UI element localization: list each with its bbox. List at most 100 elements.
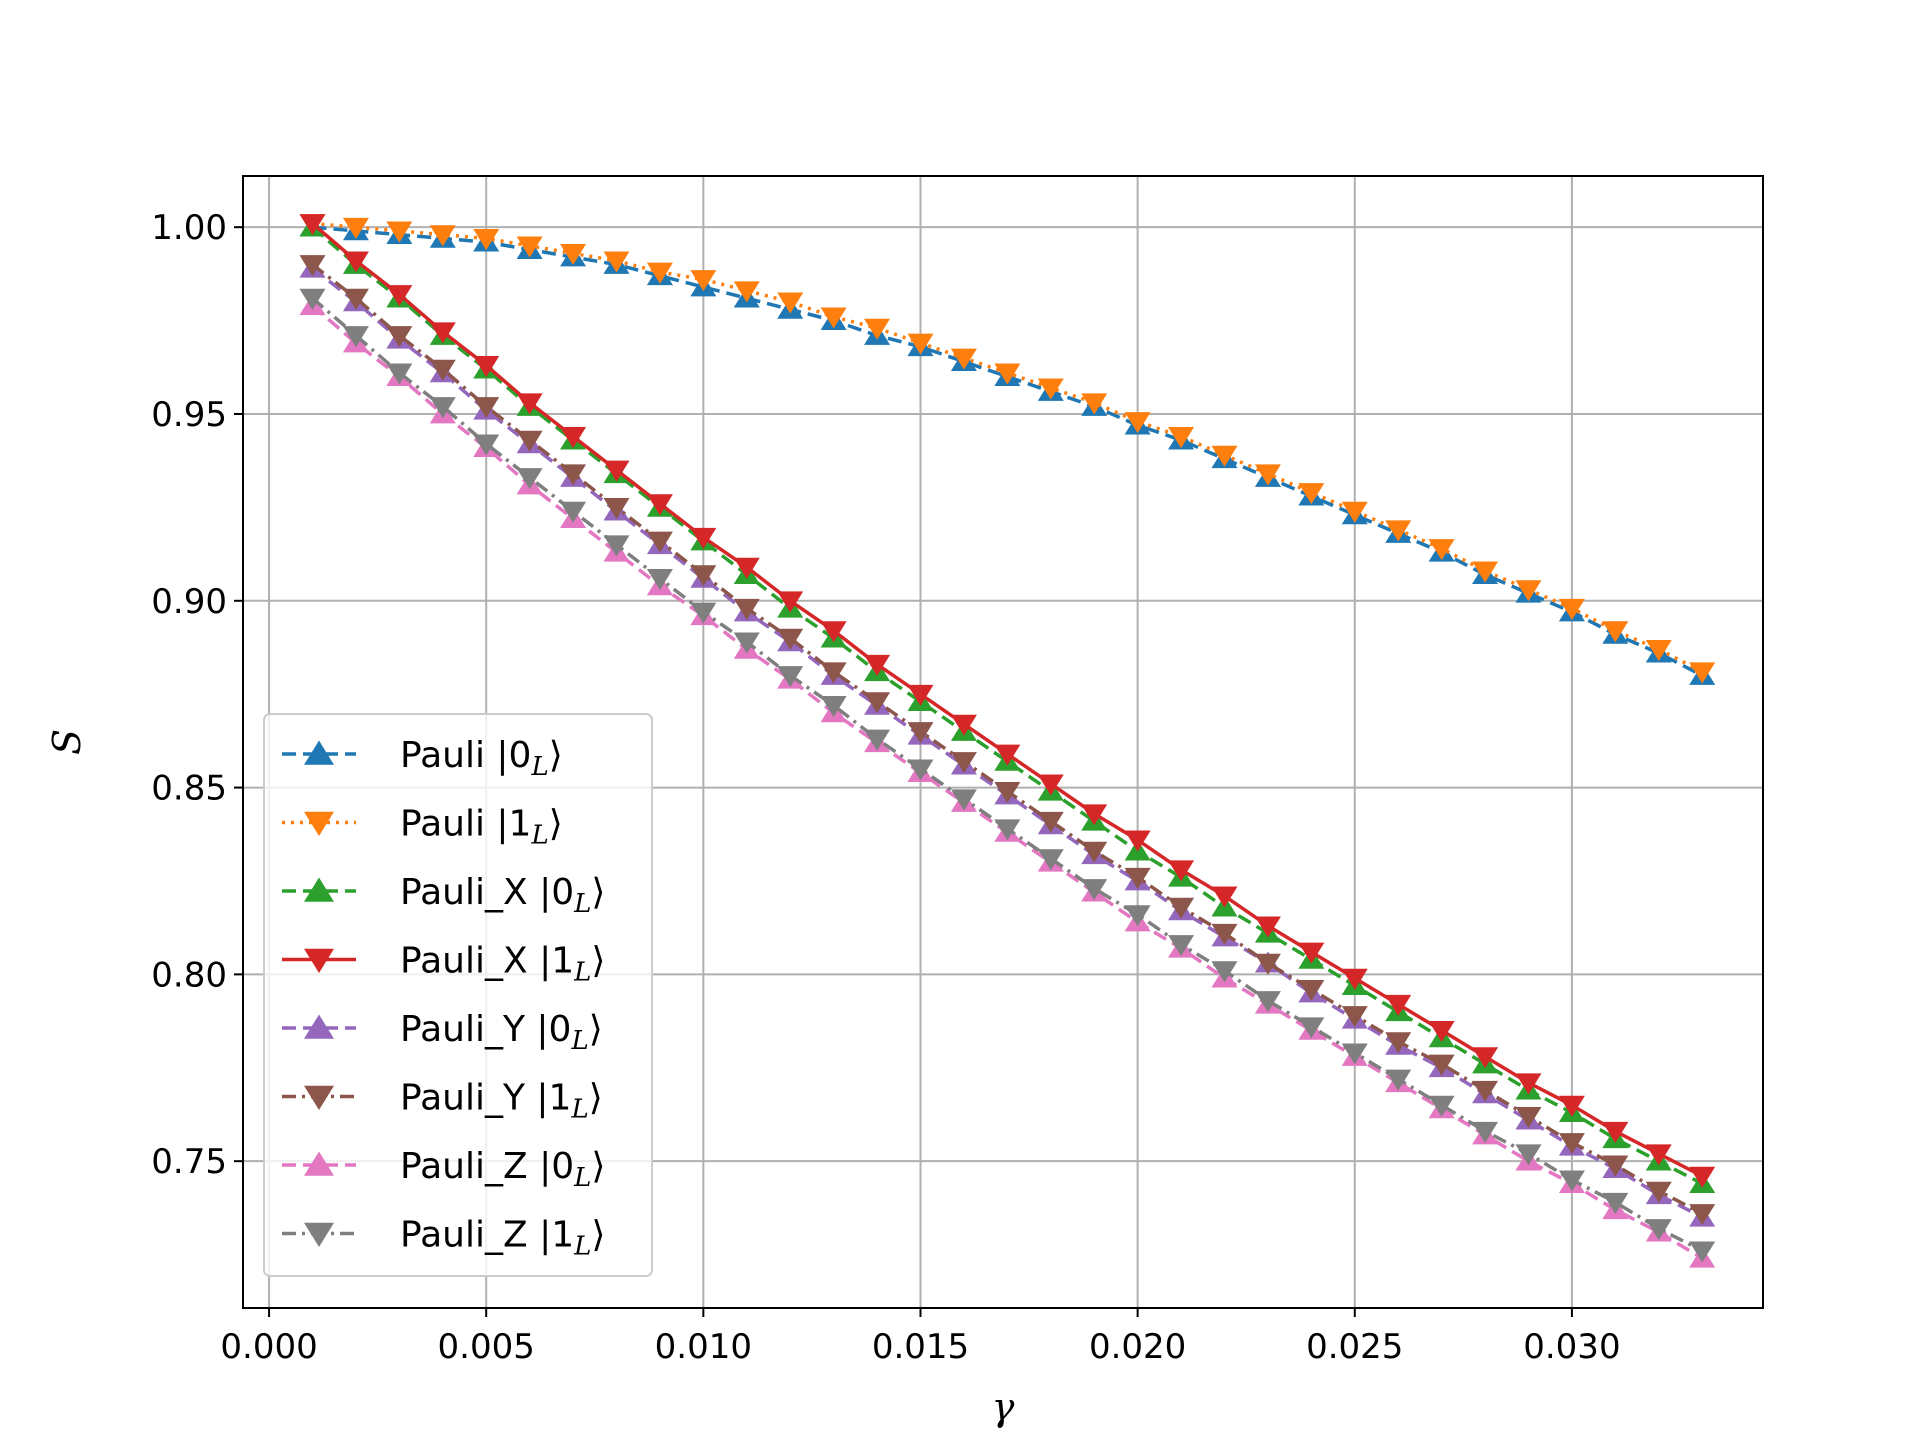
legend-entry: Pauli |0L⟩ — [282, 735, 563, 782]
data-point — [1558, 1095, 1585, 1117]
legend: Pauli |0L⟩ Pauli |1L⟩ Pauli_X |0L⟩ Pauli_X … — [263, 713, 653, 1277]
y-tick-label: 0.85 — [151, 769, 227, 809]
data-point — [1645, 1144, 1672, 1166]
data-point — [733, 281, 760, 303]
data-point — [1298, 1017, 1325, 1039]
data-point — [1385, 520, 1412, 542]
data-point — [1385, 1032, 1412, 1054]
legend-marker — [304, 877, 334, 902]
data-point — [603, 498, 630, 520]
data-point — [1298, 942, 1325, 964]
data-point — [1385, 1069, 1412, 1091]
data-point — [907, 333, 934, 355]
x-tick-label: 0.020 — [1089, 1327, 1186, 1367]
data-point — [1341, 501, 1368, 523]
series-4 — [299, 214, 1716, 1188]
data-point — [560, 464, 587, 486]
data-point — [1124, 905, 1151, 927]
legend-marker — [304, 948, 334, 973]
data-point — [777, 666, 804, 688]
data-point — [820, 621, 847, 643]
data-point — [1472, 561, 1499, 583]
data-point — [733, 557, 760, 579]
legend-marker — [304, 1085, 334, 1110]
legend-label: Pauli_Y |0L⟩ — [400, 1009, 603, 1056]
series-6 — [299, 255, 1716, 1226]
data-point — [1168, 935, 1195, 957]
x-tick-label: 0.010 — [655, 1327, 752, 1367]
data-point — [342, 251, 369, 273]
data-point — [994, 781, 1021, 804]
data-series — [299, 214, 1716, 1268]
data-point — [1037, 378, 1064, 400]
data-point — [1602, 1121, 1629, 1143]
data-point — [864, 318, 891, 340]
data-point — [950, 789, 977, 811]
data-point — [516, 468, 543, 490]
data-point — [820, 307, 847, 329]
data-point — [299, 214, 326, 236]
data-point — [646, 262, 673, 284]
data-point — [777, 591, 804, 613]
legend-entry: Pauli_X |1L⟩ — [282, 941, 605, 988]
y-tick-label: 0.80 — [151, 955, 227, 995]
data-point — [386, 285, 413, 307]
data-point — [473, 356, 500, 378]
data-point — [1124, 830, 1151, 852]
data-point — [1558, 1170, 1585, 1192]
legend-marker — [304, 1222, 334, 1247]
data-point — [1385, 994, 1412, 1016]
data-point — [1211, 445, 1238, 467]
data-point — [1211, 886, 1238, 908]
data-point — [1515, 1073, 1542, 1095]
data-point — [473, 434, 500, 456]
data-point — [560, 427, 587, 449]
legend-entry: Pauli |1L⟩ — [282, 804, 563, 851]
data-point — [386, 221, 413, 243]
series-line — [311, 225, 1704, 1186]
data-point — [1515, 580, 1542, 602]
data-point — [646, 531, 673, 553]
data-point — [994, 363, 1021, 385]
data-point — [1602, 1155, 1629, 1177]
legend-entry: Pauli_Z |1L⟩ — [282, 1215, 605, 1262]
data-point — [1645, 1219, 1672, 1241]
data-point — [1428, 1095, 1455, 1117]
data-point — [1211, 961, 1238, 983]
data-point — [342, 288, 369, 310]
legend-label: Pauli_X |0L⟩ — [400, 872, 605, 919]
x-tick-label: 0.030 — [1523, 1327, 1620, 1367]
data-point — [429, 397, 456, 419]
data-point — [1428, 1021, 1455, 1043]
data-point — [1472, 1121, 1499, 1143]
legend-label: Pauli |1L⟩ — [400, 804, 563, 851]
data-point — [429, 359, 456, 381]
data-point — [1689, 1204, 1716, 1226]
data-point — [1472, 1047, 1499, 1069]
data-point — [1602, 1192, 1629, 1214]
data-point — [1689, 1241, 1716, 1263]
data-point — [1428, 1054, 1455, 1076]
data-point — [733, 598, 760, 620]
data-point — [1341, 1043, 1368, 1065]
legend-label: Pauli_X |1L⟩ — [400, 941, 605, 988]
data-point — [603, 535, 630, 557]
data-point — [1428, 539, 1455, 561]
y-tick-label: 0.95 — [151, 395, 227, 435]
axis-ticks: 0.000 0.005 0.010 0.015 0.020 0.025 0.030 0.75 0… — [151, 208, 1620, 1367]
data-point — [1341, 968, 1368, 990]
legend-entry: Pauli_Y |0L⟩ — [282, 1009, 603, 1056]
data-point — [950, 348, 977, 370]
legend-entry: Pauli_Z |0L⟩ — [282, 1146, 605, 1193]
data-point — [777, 628, 804, 650]
data-point — [1298, 483, 1325, 505]
x-tick-label: 0.015 — [872, 1327, 969, 1367]
data-point — [1168, 897, 1195, 919]
data-point — [1515, 1144, 1542, 1166]
data-point — [733, 632, 760, 654]
data-point — [907, 684, 934, 706]
data-point — [864, 692, 891, 714]
legend-label: Pauli_Y |1L⟩ — [400, 1078, 603, 1125]
data-point — [1168, 427, 1195, 449]
